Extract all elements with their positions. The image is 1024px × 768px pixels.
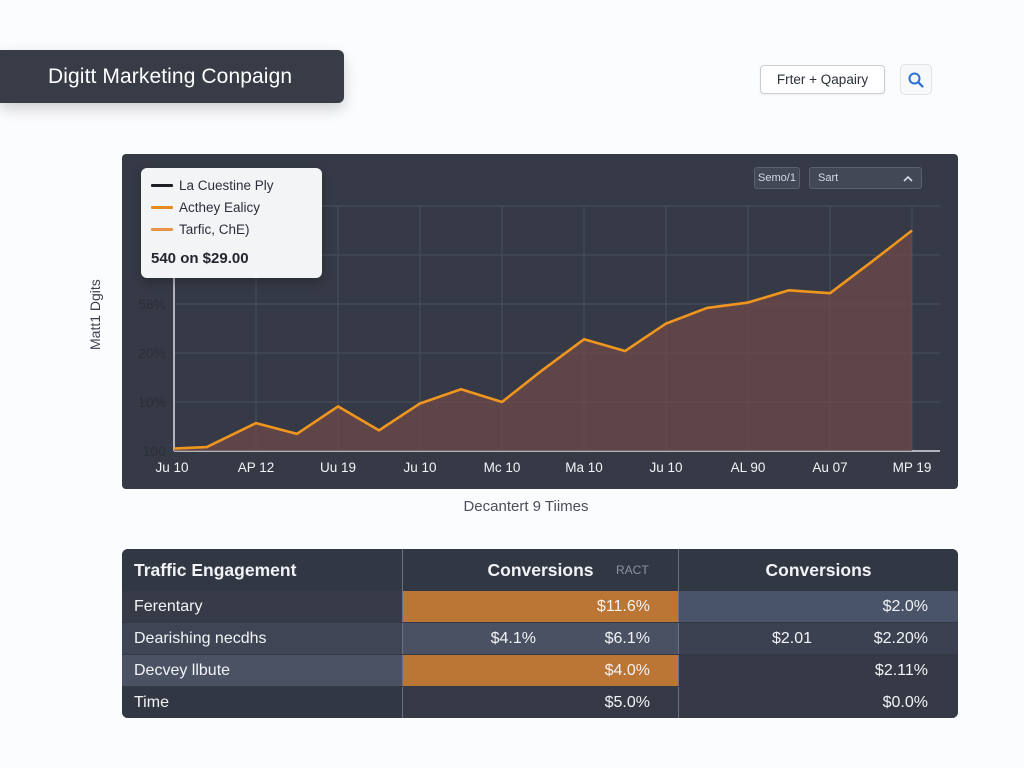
table-cell: $6.1% bbox=[540, 623, 678, 654]
table-cell bbox=[678, 655, 818, 686]
cell-value: $6.1% bbox=[604, 629, 650, 647]
column-header: Conversions bbox=[402, 549, 678, 591]
chart-panel: Ju 10 AP 12 Uu 19 Ju 10 Mc 10 Ma 10 Ju 10 AL 90… bbox=[122, 154, 958, 489]
x-tick-label: Ju 10 bbox=[403, 460, 436, 475]
legend-entry: Acthey Ealicy bbox=[151, 196, 312, 218]
column-header-label: Conversions bbox=[487, 559, 594, 580]
table-cell: $2.01 bbox=[678, 623, 818, 654]
row-label-cell: Decvey llbute bbox=[122, 655, 402, 686]
x-tick-label: Ma 10 bbox=[565, 460, 603, 475]
filter-query-label: Frter + Qapairy bbox=[776, 72, 869, 87]
table-row: Time $5.0% $0.0% bbox=[122, 687, 958, 718]
row-label-cell: Ferentary bbox=[122, 591, 402, 622]
table-cell: $4.0% bbox=[540, 655, 678, 686]
x-tick-label: Au 07 bbox=[812, 460, 847, 475]
legend-entry: Tarfic, ChE) bbox=[151, 218, 312, 240]
series-area bbox=[174, 230, 912, 451]
cell-value: $0.0% bbox=[882, 693, 928, 711]
table-cell: $5.0% bbox=[540, 687, 678, 718]
page-title: Digitt Marketing Conpaign bbox=[0, 50, 344, 103]
x-axis-title: Decantert 9 Tiimes bbox=[463, 498, 589, 515]
row-label: Dearishing necdhs bbox=[134, 629, 267, 647]
legend-label: La Cuestine Ply bbox=[179, 177, 274, 193]
cell-value: $2.0% bbox=[882, 597, 928, 615]
row-label-cell: Dearishing necdhs bbox=[122, 623, 402, 654]
legend-label: Tarfic, ChE) bbox=[179, 221, 250, 237]
series-line bbox=[173, 229, 913, 450]
column-subheader: RACT bbox=[616, 549, 656, 591]
y-axis-label: Matt1 Dgits bbox=[87, 279, 103, 350]
column-header-label: Traffic Engagement bbox=[134, 559, 297, 580]
chart-legend: La Cuestine Ply Acthey Ealicy Tarfic, Ch… bbox=[141, 168, 322, 278]
table-cell bbox=[402, 591, 540, 622]
column-header-label: Conversions bbox=[765, 559, 872, 580]
chart-sort-dropdown-label: Sart bbox=[818, 172, 839, 184]
table-cell: $0.0% bbox=[818, 687, 958, 718]
chart-series-select-label: Semo/1 bbox=[758, 172, 796, 184]
cell-value: $2.11% bbox=[874, 661, 928, 679]
chevron-up-icon bbox=[903, 175, 913, 182]
cell-value: $5.0% bbox=[604, 693, 650, 711]
metrics-table: Traffic Engagement Conversions RACT Conv… bbox=[122, 549, 958, 718]
column-subheader-label: RACT bbox=[616, 563, 649, 577]
x-tick-label: Uu 19 bbox=[320, 460, 356, 475]
table-cell bbox=[402, 687, 540, 718]
x-tick-label: AL 90 bbox=[731, 460, 766, 475]
legend-swatch bbox=[151, 227, 173, 231]
table-row: Ferentary $11.6% $2.0% bbox=[122, 591, 958, 622]
table-cell: $2.11% bbox=[818, 655, 958, 686]
legend-swatch bbox=[151, 205, 173, 209]
search-icon bbox=[908, 72, 924, 88]
chart-svg: Ju 10 AP 12 Uu 19 Ju 10 Mc 10 Ma 10 Ju 10 AL 90… bbox=[155, 201, 940, 475]
column-header: Conversions bbox=[678, 549, 958, 591]
column-header: Traffic Engagement bbox=[122, 549, 402, 591]
table-cell: $2.0% bbox=[818, 591, 958, 622]
x-tick-label: Ju 10 bbox=[155, 460, 188, 475]
x-tick-label: AP 12 bbox=[238, 460, 275, 475]
chart-series-select[interactable]: Semo/1 bbox=[754, 167, 800, 189]
row-label: Ferentary bbox=[134, 597, 203, 615]
cell-value: $4.0% bbox=[604, 661, 650, 679]
table-cell bbox=[678, 687, 818, 718]
y-tick-label: 100 bbox=[142, 443, 166, 459]
row-label: Time bbox=[134, 693, 169, 711]
legend-swatch bbox=[151, 183, 173, 187]
x-tick-label: Mc 10 bbox=[484, 460, 521, 475]
x-tick-label: MP 19 bbox=[893, 460, 932, 475]
y-tick-label: 20% bbox=[137, 345, 166, 361]
chart-sort-dropdown[interactable]: Sart bbox=[809, 167, 922, 189]
cell-value: $2.01 bbox=[771, 629, 812, 647]
y-tick-label: 58% bbox=[137, 296, 166, 312]
table-cell: $11.6% bbox=[540, 591, 678, 622]
table-cell bbox=[678, 591, 818, 622]
y-tick-label: 10% bbox=[137, 394, 166, 410]
legend-entry: La Cuestine Ply bbox=[151, 174, 312, 196]
table-header-row: Traffic Engagement Conversions RACT Conv… bbox=[122, 549, 958, 591]
page-title-text: Digitt Marketing Conpaign bbox=[48, 64, 293, 88]
cell-value: $11.6% bbox=[596, 597, 650, 615]
table-cell bbox=[402, 655, 540, 686]
table-cell: $2.20% bbox=[818, 623, 958, 654]
table-row: Decvey llbute $4.0% $2.11% bbox=[122, 655, 958, 686]
table-cell: $4.1% bbox=[402, 623, 540, 654]
filter-query-button[interactable]: Frter + Qapairy bbox=[760, 65, 885, 94]
legend-value-text: 540 on $29.00 bbox=[151, 250, 249, 267]
x-tick-label: Ju 10 bbox=[649, 460, 682, 475]
row-label-cell: Time bbox=[122, 687, 402, 718]
legend-label: Acthey Ealicy bbox=[179, 199, 261, 215]
cell-value: $4.1% bbox=[490, 629, 536, 647]
table-row: Dearishing necdhs $4.1% $6.1% $2.01 $2.20% bbox=[122, 623, 958, 654]
cell-value: $2.20% bbox=[873, 629, 928, 647]
row-label: Decvey llbute bbox=[134, 661, 231, 679]
search-button[interactable] bbox=[900, 64, 932, 95]
